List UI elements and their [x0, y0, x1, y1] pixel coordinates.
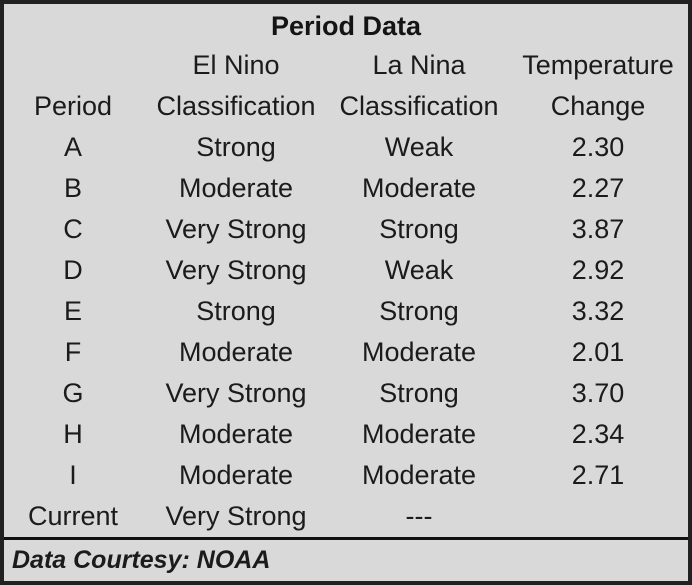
period-cell: E	[63, 296, 82, 326]
el-nino-cell: Moderate	[178, 419, 294, 449]
period-cell: A	[63, 132, 82, 162]
la-nina-cell: Moderate	[361, 173, 477, 203]
el-nino-cell: Moderate	[178, 337, 294, 367]
period-cell: C	[63, 214, 83, 244]
column-header-line: Classification	[156, 91, 316, 121]
period-cell: G	[62, 378, 84, 408]
table-title: Period Data	[270, 11, 422, 41]
el-nino-cell: Moderate	[178, 173, 294, 203]
la-nina-cell: Moderate	[361, 337, 477, 367]
el-nino-cell: Strong	[196, 132, 276, 162]
temperature-cell: 2.27	[571, 173, 625, 203]
el-nino-cell: Very Strong	[165, 501, 307, 531]
la-nina-cell: Weak	[384, 255, 454, 285]
column-header-line: Classification	[339, 91, 499, 121]
el-nino-cell: Very Strong	[165, 214, 307, 244]
period-cell: D	[63, 255, 83, 285]
column-header-line: La Nina	[372, 50, 466, 80]
column-header-line	[4, 45, 142, 86]
temperature-cell: 3.87	[571, 214, 625, 244]
period-cell: I	[69, 460, 77, 490]
period-cell: F	[64, 337, 82, 367]
column-header-line: Temperature	[522, 50, 674, 80]
el-nino-cell: Very Strong	[165, 378, 307, 408]
table-header-row: Period El Nino Classification La Nina Cl…	[4, 45, 688, 127]
la-nina-cell: Strong	[379, 214, 459, 244]
column-header-line: Change	[550, 91, 646, 121]
temperature-cell: 2.34	[571, 419, 625, 449]
period-cell: Current	[27, 501, 119, 531]
column-header-period: Period	[4, 45, 142, 127]
temperature-cell: 2.30	[571, 132, 625, 162]
column-header-line: Period	[33, 91, 113, 121]
temperature-cell: 2.01	[571, 337, 625, 367]
temperature-cell: 3.32	[571, 296, 625, 326]
el-nino-cell: Strong	[196, 296, 276, 326]
table-body: A Strong Weak 2.30 B Moderate Moderate 2.27 C Ver…	[4, 127, 688, 537]
column-header-la-nina-classification: La Nina Classification	[330, 45, 508, 127]
la-nina-cell: ---	[405, 501, 433, 531]
data-source-note: Data Courtesy: NOAA	[4, 537, 688, 581]
temperature-cell: 2.71	[571, 460, 625, 490]
temperature-cell	[508, 496, 688, 537]
la-nina-cell: Strong	[379, 296, 459, 326]
el-nino-cell: Very Strong	[165, 255, 307, 285]
la-nina-cell: Moderate	[361, 460, 477, 490]
el-nino-cell: Moderate	[178, 460, 294, 490]
temperature-cell: 3.70	[571, 378, 625, 408]
la-nina-cell: Moderate	[361, 419, 477, 449]
temperature-cell: 2.92	[571, 255, 625, 285]
column-header-temperature-change: Temperature Change	[508, 45, 688, 127]
period-cell: B	[63, 173, 82, 203]
la-nina-cell: Weak	[384, 132, 454, 162]
column-header-line: El Nino	[192, 50, 280, 80]
period-cell: H	[63, 419, 83, 449]
la-nina-cell: Strong	[379, 378, 459, 408]
column-header-el-nino-classification: El Nino Classification	[142, 45, 330, 127]
